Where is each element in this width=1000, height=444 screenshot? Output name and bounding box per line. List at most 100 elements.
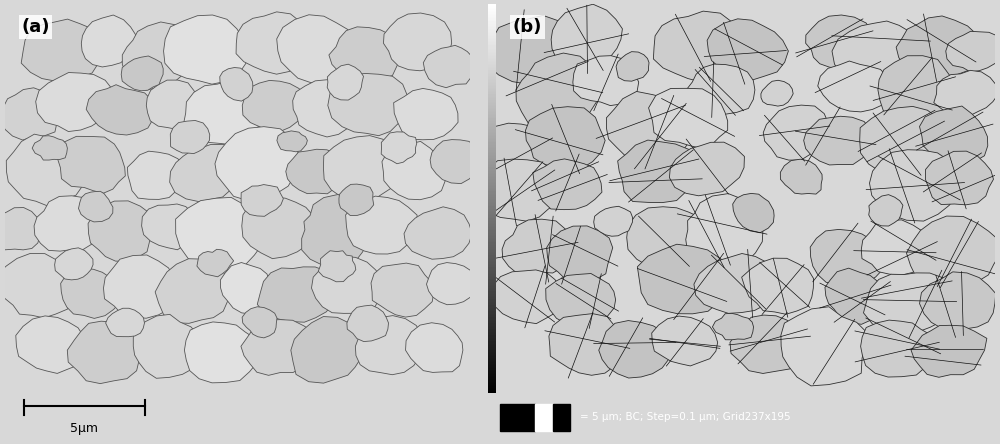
Polygon shape xyxy=(627,207,712,273)
Polygon shape xyxy=(825,268,883,324)
Polygon shape xyxy=(121,56,163,91)
Polygon shape xyxy=(652,316,718,366)
Polygon shape xyxy=(127,151,185,199)
Polygon shape xyxy=(184,322,259,383)
Polygon shape xyxy=(381,132,417,164)
Polygon shape xyxy=(339,184,374,215)
Polygon shape xyxy=(81,15,136,67)
Polygon shape xyxy=(730,315,805,373)
Polygon shape xyxy=(551,4,622,68)
Text: (b): (b) xyxy=(512,18,542,36)
Polygon shape xyxy=(242,197,316,259)
Polygon shape xyxy=(606,91,690,164)
Polygon shape xyxy=(502,219,573,274)
Polygon shape xyxy=(487,16,588,86)
Polygon shape xyxy=(863,273,956,332)
Polygon shape xyxy=(547,226,613,283)
Polygon shape xyxy=(34,196,101,251)
Polygon shape xyxy=(525,107,605,171)
Polygon shape xyxy=(781,307,867,386)
Polygon shape xyxy=(911,325,987,377)
Polygon shape xyxy=(423,45,474,87)
Polygon shape xyxy=(733,194,774,233)
Polygon shape xyxy=(36,72,113,131)
Polygon shape xyxy=(327,64,363,100)
Polygon shape xyxy=(55,248,93,280)
Polygon shape xyxy=(394,88,458,140)
Polygon shape xyxy=(869,150,959,221)
Polygon shape xyxy=(934,70,998,115)
Polygon shape xyxy=(371,263,434,317)
Polygon shape xyxy=(236,12,313,74)
Text: (a): (a) xyxy=(21,18,50,36)
Polygon shape xyxy=(382,141,445,200)
Polygon shape xyxy=(616,52,649,81)
Polygon shape xyxy=(6,134,84,207)
Polygon shape xyxy=(170,120,210,154)
Polygon shape xyxy=(594,206,632,236)
Polygon shape xyxy=(686,64,755,116)
Polygon shape xyxy=(0,254,73,318)
Polygon shape xyxy=(302,194,368,268)
Polygon shape xyxy=(241,185,283,216)
Polygon shape xyxy=(861,320,936,377)
Polygon shape xyxy=(896,16,978,80)
Polygon shape xyxy=(810,230,887,287)
Polygon shape xyxy=(404,207,472,259)
Polygon shape xyxy=(383,13,452,71)
Polygon shape xyxy=(197,250,234,277)
Polygon shape xyxy=(878,56,956,122)
Polygon shape xyxy=(88,201,154,262)
Polygon shape xyxy=(780,159,822,194)
Polygon shape xyxy=(763,105,828,160)
Polygon shape xyxy=(861,220,928,275)
Polygon shape xyxy=(220,262,272,314)
Polygon shape xyxy=(293,79,358,137)
Polygon shape xyxy=(533,159,602,210)
Polygon shape xyxy=(492,270,566,324)
Polygon shape xyxy=(176,198,264,271)
Polygon shape xyxy=(323,135,400,202)
Polygon shape xyxy=(742,258,814,314)
Polygon shape xyxy=(329,27,399,83)
Polygon shape xyxy=(103,255,175,318)
Polygon shape xyxy=(277,15,362,84)
Polygon shape xyxy=(86,85,153,135)
Polygon shape xyxy=(516,53,603,129)
Bar xyxy=(552,404,570,431)
Text: = 5 μm; BC; Step=0.1 μm; Grid237x195: = 5 μm; BC; Step=0.1 μm; Grid237x195 xyxy=(580,412,791,422)
Polygon shape xyxy=(406,323,463,373)
Polygon shape xyxy=(920,272,996,329)
Polygon shape xyxy=(653,11,749,83)
Polygon shape xyxy=(599,321,672,378)
Bar xyxy=(500,404,535,431)
Polygon shape xyxy=(426,262,476,305)
Polygon shape xyxy=(869,194,903,226)
Text: 5μm: 5μm xyxy=(70,422,98,435)
Polygon shape xyxy=(549,313,626,375)
Polygon shape xyxy=(142,204,201,250)
Polygon shape xyxy=(183,80,267,144)
Polygon shape xyxy=(473,159,561,221)
Polygon shape xyxy=(146,80,201,130)
Polygon shape xyxy=(220,67,253,101)
Polygon shape xyxy=(122,22,193,90)
Polygon shape xyxy=(133,314,199,378)
Polygon shape xyxy=(257,267,339,322)
Polygon shape xyxy=(242,80,306,133)
Polygon shape xyxy=(475,123,554,183)
Polygon shape xyxy=(286,149,346,194)
Polygon shape xyxy=(686,194,763,268)
Polygon shape xyxy=(155,259,234,323)
Polygon shape xyxy=(355,316,425,375)
Polygon shape xyxy=(712,313,754,340)
Polygon shape xyxy=(21,19,104,82)
Polygon shape xyxy=(649,88,728,148)
Polygon shape xyxy=(170,144,244,202)
Polygon shape xyxy=(804,116,874,165)
Polygon shape xyxy=(291,317,361,383)
Polygon shape xyxy=(707,19,788,80)
Polygon shape xyxy=(906,216,1000,288)
Polygon shape xyxy=(32,136,67,160)
Polygon shape xyxy=(241,320,316,375)
